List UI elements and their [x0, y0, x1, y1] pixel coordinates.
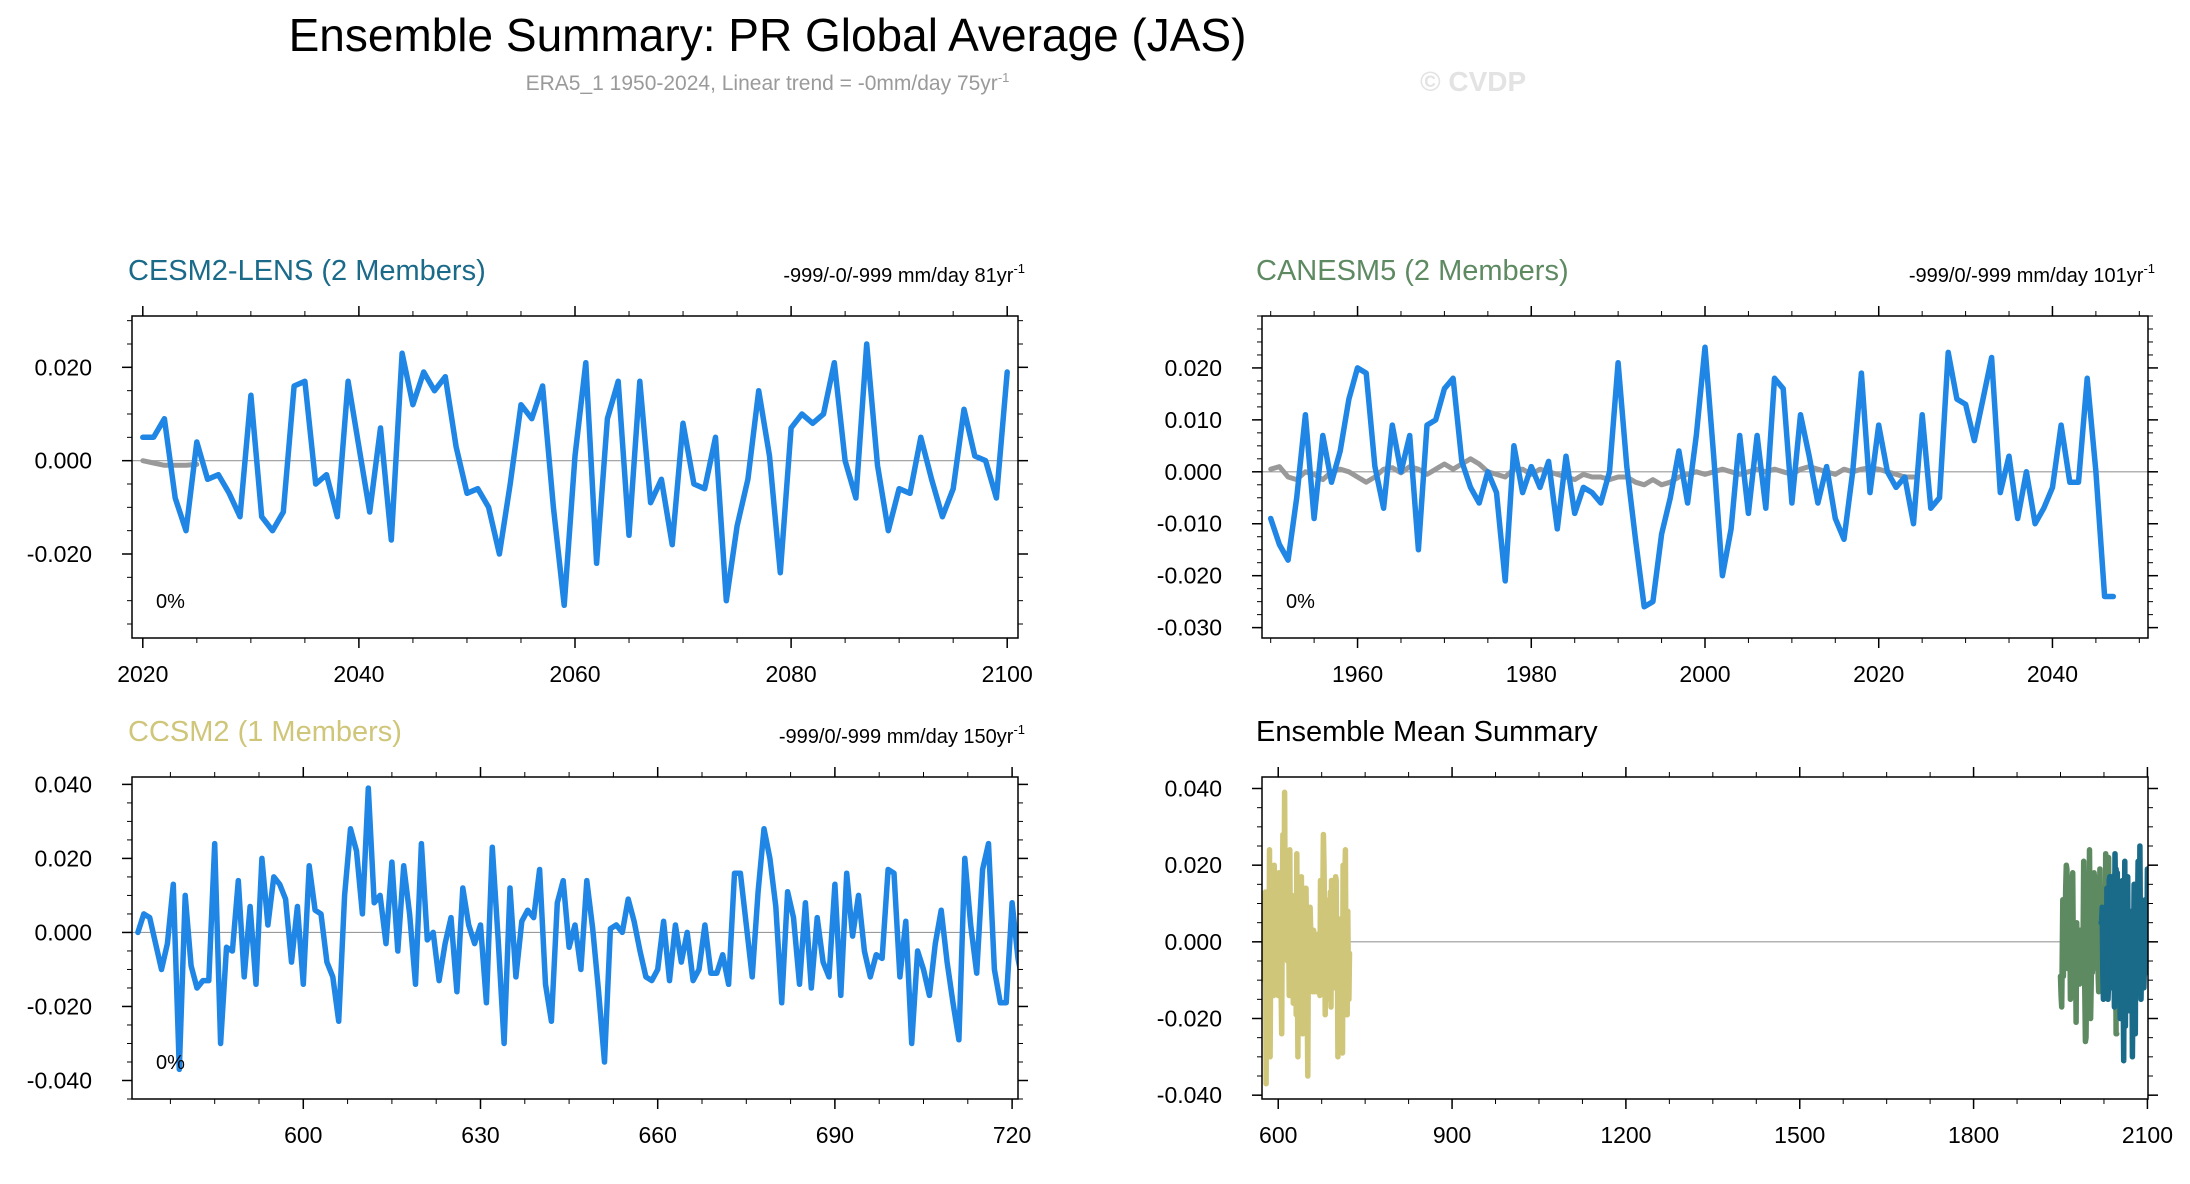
y-tick-label: -0.020: [27, 541, 92, 567]
x-tick-label: 600: [284, 1122, 322, 1148]
y-tick-label: -0.020: [1157, 563, 1222, 589]
series-line: [140, 341, 1010, 609]
plot-frame: [1261, 776, 2149, 1100]
y-tick-label: 0.000: [1164, 929, 1222, 955]
percent-label: 0%: [1286, 591, 1315, 613]
y-tick-label: 0.000: [1164, 459, 1222, 485]
x-tick-label: 2020: [117, 661, 168, 687]
y-tick-label: 0.020: [34, 845, 92, 871]
chart-title: Ensemble Mean Summary: [1256, 716, 1598, 748]
page-subtitle: ERA5_1 1950-2024, Linear trend = -0mm/da…: [525, 70, 1010, 95]
percent-label: 0%: [156, 1052, 185, 1074]
y-tick-label: 0.040: [1164, 776, 1222, 802]
series-group: [135, 785, 1018, 1073]
series-line: [135, 785, 1018, 1073]
chart-panel-1: CANESM5 (2 Members) -999/0/-999 mm/day 10…: [1157, 255, 2158, 687]
percent-label: 0%: [156, 591, 185, 613]
chart-title: CESM2-LENS (2 Members): [128, 255, 486, 287]
x-tick-label: 720: [993, 1122, 1031, 1148]
series-group: [1262, 789, 2148, 1087]
y-tick-label: -0.040: [1157, 1082, 1222, 1108]
chart-panel-3: Ensemble Mean Summary 600 900 1200 1500 1800 2…: [1157, 716, 2173, 1148]
y-tick-label: -0.030: [1157, 615, 1222, 641]
page-title: Ensemble Summary: PR Global Average (JAS…: [288, 9, 1247, 61]
trend-label: -999/0/-999 mm/day 150yr-1: [779, 722, 1025, 748]
chart-panel-2: CCSM2 (1 Members) -999/0/-999 mm/day 150y…: [27, 716, 1031, 1148]
y-tick-label: -0.040: [27, 1067, 92, 1093]
x-tick-label: 1960: [1332, 661, 1383, 687]
series-group: [140, 341, 1010, 609]
x-tick-label: 2060: [549, 661, 600, 687]
trend-label: -999/0/-999 mm/day 101yr-1: [1909, 261, 2155, 287]
x-tick-label: 630: [461, 1122, 499, 1148]
trend-label: -999/-0/-999 mm/day 81yr-1: [783, 261, 1025, 287]
y-tick-label: 0.000: [34, 919, 92, 945]
series-line: [1267, 344, 2117, 610]
y-tick-label: -0.020: [1157, 1006, 1222, 1032]
y-tick-label: 0.010: [1164, 407, 1222, 433]
x-tick-label: 2000: [1679, 661, 1730, 687]
x-tick-label: 2040: [333, 661, 384, 687]
y-tick-label: -0.020: [27, 993, 92, 1019]
x-tick-label: 1500: [1774, 1122, 1825, 1148]
y-tick-label: 0.020: [34, 354, 92, 380]
x-tick-label: 1200: [1600, 1122, 1651, 1148]
x-tick-label: 1980: [1506, 661, 1557, 687]
chart-title: CANESM5 (2 Members): [1256, 255, 1569, 287]
series-line: [2098, 843, 2148, 1064]
plot-frame: [131, 776, 1019, 1100]
watermark: © CVDP: [1420, 66, 1527, 97]
x-tick-label: 660: [639, 1122, 677, 1148]
x-tick-label: 1800: [1948, 1122, 1999, 1148]
x-tick-label: 900: [1433, 1122, 1471, 1148]
y-tick-label: 0.000: [34, 448, 92, 474]
chart-title: CCSM2 (1 Members): [128, 716, 402, 748]
x-tick-label: 600: [1259, 1122, 1297, 1148]
chart-panel-0: CESM2-LENS (2 Members) -999/-0/-999 mm/da…: [27, 255, 1033, 687]
series-line: [1262, 789, 1353, 1087]
x-tick-label: 2080: [766, 661, 817, 687]
x-tick-label: 2040: [2027, 661, 2078, 687]
y-tick-label: 0.020: [1164, 852, 1222, 878]
x-tick-label: 2020: [1853, 661, 1904, 687]
x-tick-label: 690: [816, 1122, 854, 1148]
y-tick-label: 0.040: [34, 771, 92, 797]
series-group: [1267, 344, 2117, 610]
x-tick-label: 2100: [2122, 1122, 2173, 1148]
y-tick-label: 0.020: [1164, 355, 1222, 381]
y-tick-label: -0.010: [1157, 511, 1222, 537]
x-tick-label: 2100: [982, 661, 1033, 687]
